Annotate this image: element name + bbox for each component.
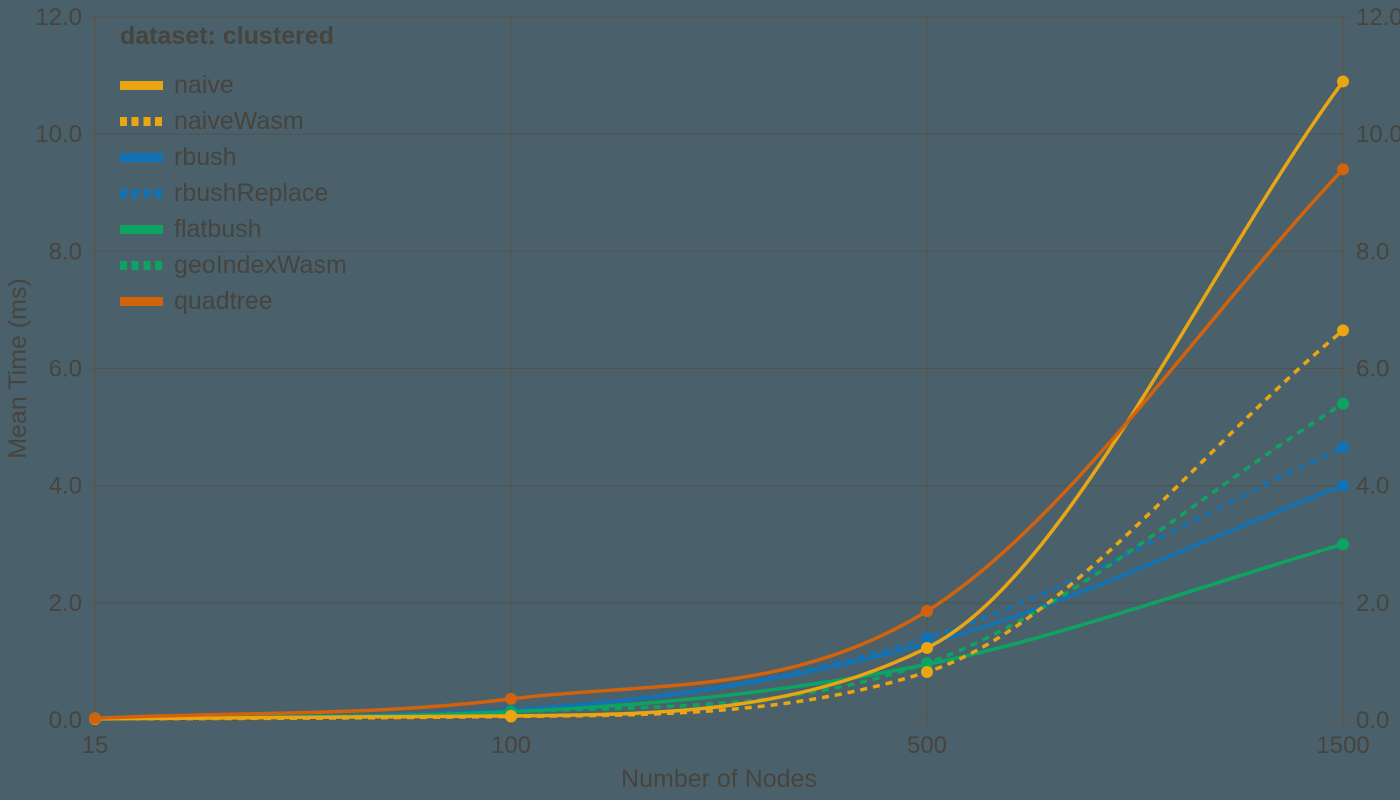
series-line-naiveWasm (94, 329, 1345, 721)
series-line-naive (94, 80, 1345, 721)
legend-swatch-rbushReplace-dashed-line-icon (120, 188, 163, 198)
data-point-quadtree-100 (505, 692, 517, 705)
y-axis-tick-label-right: 12.0 (1356, 4, 1400, 31)
x-axis-title: Number of Nodes (621, 765, 817, 793)
data-point-quadtree-1500 (1337, 163, 1349, 176)
legend-item-flatbush: flatbush (120, 211, 347, 247)
y-axis-tick-label-left: 6.0 (49, 356, 82, 383)
legend-swatch-quadtree-solid-line-icon (120, 296, 163, 306)
x-axis-tick-label: 15 (82, 732, 109, 759)
legend-label: naiveWasm (174, 106, 304, 135)
legend-item-naiveWasm: naiveWasm (120, 103, 347, 139)
legend-label: rbushReplace (174, 178, 329, 207)
y-axis-tick-label-right: 2.0 (1356, 590, 1389, 617)
x-axis-tick-label: 100 (491, 732, 531, 759)
legend-swatch-naive-solid-line-icon (120, 80, 163, 90)
series-line-rbushReplace (94, 445, 1344, 720)
series-line-quadtree (94, 168, 1345, 720)
y-axis-tick-label-right: 8.0 (1356, 238, 1389, 265)
y-axis-tick-label-right: 10.0 (1356, 121, 1400, 148)
data-point-rbushReplace-1500 (1337, 441, 1349, 454)
data-point-rbush-1500 (1337, 479, 1349, 492)
legend-item-quadtree: quadtree (120, 283, 347, 319)
y-axis-tick-label-left: 0.0 (49, 707, 82, 734)
y-axis-tick-label-left: 2.0 (49, 590, 82, 617)
data-point-geoIndexWasm-1500 (1337, 397, 1349, 410)
legend-item-rbush: rbush (120, 139, 347, 175)
legend-item-geoIndexWasm: geoIndexWasm (120, 247, 347, 283)
legend: dataset: clustered naive naiveWasm rbush rb… (120, 22, 347, 319)
legend-label: flatbush (174, 214, 262, 243)
series-line-flatbush (94, 542, 1344, 720)
x-axis-tick-label: 500 (907, 732, 947, 759)
data-point-flatbush-1500 (1337, 538, 1349, 551)
y-axis-tick-label-left: 4.0 (49, 473, 82, 500)
legend-title: dataset: clustered (120, 22, 334, 50)
legend-item-naive: naive (120, 67, 347, 103)
y-axis-tick-label-left: 12.0 (35, 4, 82, 31)
data-point-naive-100 (505, 709, 517, 722)
legend-label: naive (174, 70, 234, 99)
legend-label: rbush (174, 142, 237, 171)
data-point-quadtree-15 (89, 712, 101, 725)
y-axis-title: Mean Time (ms) (4, 278, 32, 459)
y-axis-tick-label-left: 8.0 (49, 238, 82, 265)
data-point-quadtree-500 (921, 605, 933, 618)
legend-item-rbushReplace: rbushReplace (120, 175, 347, 211)
y-axis-tick-label-right: 6.0 (1356, 356, 1389, 383)
y-axis-tick-label-left: 10.0 (35, 121, 82, 148)
data-point-naiveWasm-1500 (1337, 324, 1349, 337)
data-point-naive-1500 (1337, 75, 1349, 88)
data-point-naive-500 (921, 641, 933, 654)
legend-swatch-flatbush-solid-line-icon (120, 224, 163, 234)
data-point-naiveWasm-500 (921, 665, 933, 678)
legend-swatch-rbush-solid-line-icon (120, 152, 163, 162)
y-axis-tick-label-right: 4.0 (1356, 473, 1389, 500)
x-axis-tick-label: 1500 (1316, 732, 1369, 759)
y-axis-tick-label-right: 0.0 (1356, 707, 1389, 734)
legend-swatch-naiveWasm-dashed-line-icon (120, 116, 163, 126)
legend-label: geoIndexWasm (174, 250, 347, 279)
legend-label: quadtree (174, 286, 273, 315)
legend-swatch-geoIndexWasm-dashed-line-icon (120, 260, 163, 270)
